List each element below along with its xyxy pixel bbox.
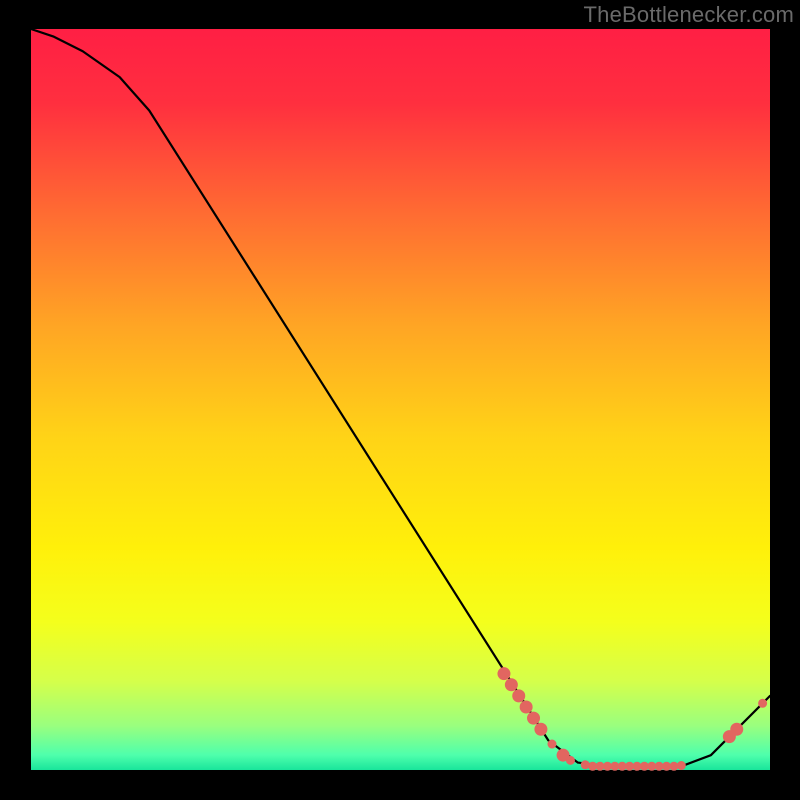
data-marker [520, 701, 533, 714]
data-marker [512, 689, 525, 702]
plot-background [31, 29, 770, 770]
data-marker [677, 761, 686, 770]
data-marker [730, 723, 743, 736]
data-marker [497, 667, 510, 680]
data-marker [534, 723, 547, 736]
data-marker [548, 740, 557, 749]
data-marker [505, 678, 518, 691]
watermark-text: TheBottlenecker.com [584, 2, 794, 28]
bottleneck-chart [0, 0, 800, 800]
data-marker [566, 756, 575, 765]
data-marker [527, 712, 540, 725]
chart-stage: TheBottlenecker.com [0, 0, 800, 800]
data-marker [758, 699, 767, 708]
